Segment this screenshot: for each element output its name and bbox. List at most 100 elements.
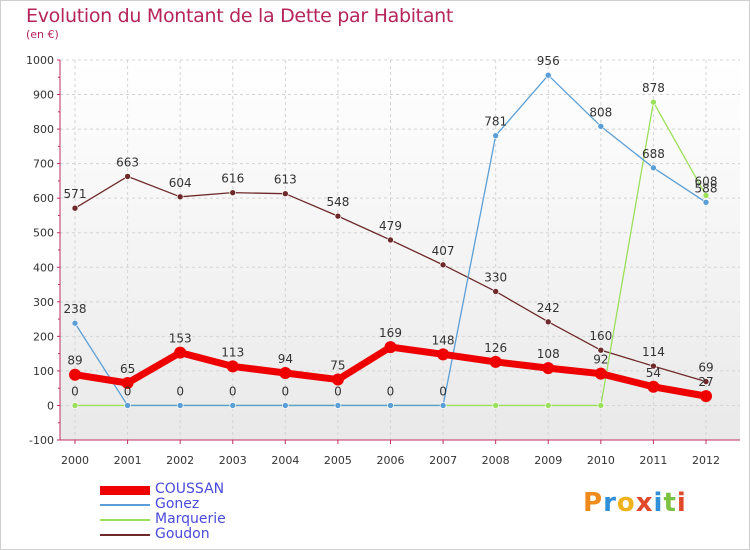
point-gonez (492, 132, 499, 139)
point-gonez (387, 402, 394, 409)
data-label-goudon: 330 (484, 270, 507, 284)
chart-title: Evolution du Montant de la Dette par Hab… (26, 5, 454, 27)
data-label-gonez: 238 (64, 302, 87, 316)
data-label-gonez: 0 (176, 384, 184, 398)
point-marquerie (702, 192, 710, 199)
point-coussan (174, 346, 187, 359)
point-goudon (597, 346, 605, 354)
point-gonez (334, 402, 342, 409)
x-tick-label: 2011 (639, 454, 667, 467)
point-coussan (226, 360, 239, 373)
axes: -100010020030040050060070080090010002000… (26, 54, 740, 467)
x-tick-label: 2002 (166, 454, 194, 467)
y-tick-label: 700 (33, 158, 54, 171)
point-gonez (176, 402, 184, 409)
y-tick-label: 900 (33, 89, 54, 102)
y-tick-label: 500 (33, 227, 54, 240)
legend-label: COUSSAN (155, 481, 225, 497)
legend-swatch (100, 534, 150, 536)
y-tick-label: 200 (33, 330, 54, 343)
point-gonez (544, 71, 552, 79)
point-coussan (647, 380, 660, 393)
point-coussan (279, 366, 292, 379)
point-marquerie (492, 402, 499, 409)
data-label-gonez: 0 (282, 384, 290, 398)
x-tick-label: 2006 (377, 454, 405, 467)
data-label-gonez: 0 (439, 384, 447, 398)
data-label-goudon: 114 (642, 345, 665, 359)
point-goudon (544, 318, 552, 326)
data-label-coussan: 153 (169, 332, 192, 346)
data-label-gonez: 956 (537, 54, 560, 68)
point-gonez (282, 402, 289, 409)
data-label-coussan: 94 (278, 352, 293, 366)
point-coussan (121, 377, 134, 389)
data-label-coussan: 89 (67, 354, 82, 368)
data-label-gonez: 0 (124, 384, 132, 398)
data-labels: 89 65 153 113 94 75 169 148 126 108 92 54 27 238 0 0 0 0 0… (64, 54, 718, 398)
data-label-coussan: 148 (432, 333, 455, 347)
point-coussan (331, 373, 344, 386)
data-label-marquerie: 0 (71, 384, 79, 398)
x-tick-label: 2003 (219, 454, 247, 467)
y-tick-label: 600 (33, 192, 54, 205)
y-tick-label: 800 (33, 123, 54, 136)
x-tick-label: 2001 (114, 454, 142, 467)
point-goudon (650, 362, 657, 370)
point-goudon (702, 378, 710, 385)
data-label-goudon: 242 (537, 301, 560, 315)
point-marquerie (650, 98, 657, 106)
x-tick-label: 2007 (429, 454, 457, 467)
data-label-goudon: 479 (379, 219, 402, 233)
series-group (69, 71, 712, 409)
data-label-coussan: 92 (593, 353, 608, 367)
data-label-goudon: 663 (116, 155, 139, 169)
data-label-goudon: 616 (221, 172, 244, 186)
data-label-goudon: 69 (698, 361, 713, 375)
x-tick-label: 2005 (324, 454, 352, 467)
data-label-goudon: 160 (589, 329, 612, 343)
data-label-goudon: 548 (326, 195, 349, 209)
point-gonez (71, 319, 79, 327)
data-label-coussan: 113 (221, 345, 244, 359)
point-coussan (489, 355, 502, 368)
point-gonez (229, 402, 237, 409)
point-coussan (594, 367, 607, 380)
data-label-gonez: 588 (695, 181, 718, 195)
point-coussan (69, 368, 81, 381)
data-label-goudon: 613 (274, 173, 297, 187)
data-label-gonez: 0 (387, 384, 395, 398)
x-tick-label: 2012 (692, 454, 720, 467)
point-goudon (492, 288, 499, 295)
point-goudon (282, 190, 289, 197)
point-goudon (334, 212, 342, 220)
point-coussan (384, 341, 397, 354)
data-label-gonez: 0 (229, 384, 237, 398)
point-coussan (542, 362, 555, 375)
chart-subtitle: (en €) (26, 28, 59, 41)
point-goudon (71, 204, 79, 212)
point-coussan (437, 348, 450, 361)
data-label-gonez: 688 (642, 147, 665, 161)
point-marquerie (71, 402, 79, 409)
data-label-coussan: 169 (379, 326, 402, 340)
data-label-coussan: 54 (646, 366, 661, 380)
legend-label: Goudon (155, 526, 210, 542)
y-tick-label: 400 (33, 261, 54, 274)
data-label-goudon: 571 (64, 187, 87, 201)
data-label-goudon: 604 (169, 176, 192, 190)
x-tick-label: 2004 (271, 454, 299, 467)
data-label-gonez: 808 (589, 105, 612, 119)
y-tick-label: 1000 (26, 54, 54, 67)
x-tick-label: 2008 (482, 454, 510, 467)
point-goudon (124, 173, 131, 180)
point-marquerie (544, 402, 552, 409)
point-goudon (176, 193, 184, 201)
point-coussan (700, 390, 712, 403)
data-label-coussan: 108 (537, 347, 560, 361)
legend-label: Gonez (155, 496, 200, 512)
legend-swatch (100, 485, 150, 495)
data-label-goudon: 407 (432, 244, 455, 258)
data-label-marquerie: 878 (642, 81, 665, 95)
proxiti-logo: Proxiti (583, 488, 687, 518)
